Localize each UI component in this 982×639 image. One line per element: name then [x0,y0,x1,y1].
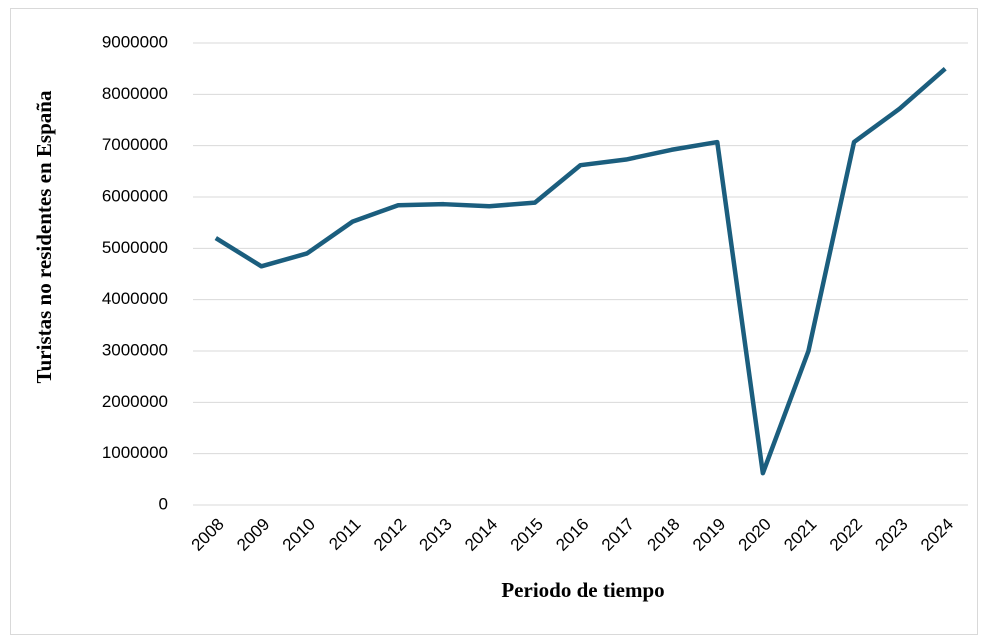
y-tick-label: 6000000 [102,186,168,205]
x-axis-title: Periodo de tiempo [501,578,664,602]
y-tick-label: 2000000 [102,392,168,411]
y-tick-label: 4000000 [102,289,168,308]
y-tick-label: 9000000 [102,32,168,51]
y-tick-label: 3000000 [102,340,168,359]
line [214,66,947,476]
y-axis-title: Turistas no residentes en España [32,90,56,383]
y-tick-label: 7000000 [102,135,168,154]
y-tick-label: 8000000 [102,84,168,103]
y-tick-label: 1000000 [102,443,168,462]
y-tick-label: 0 [159,494,168,513]
y-tick-label: 5000000 [102,238,168,257]
